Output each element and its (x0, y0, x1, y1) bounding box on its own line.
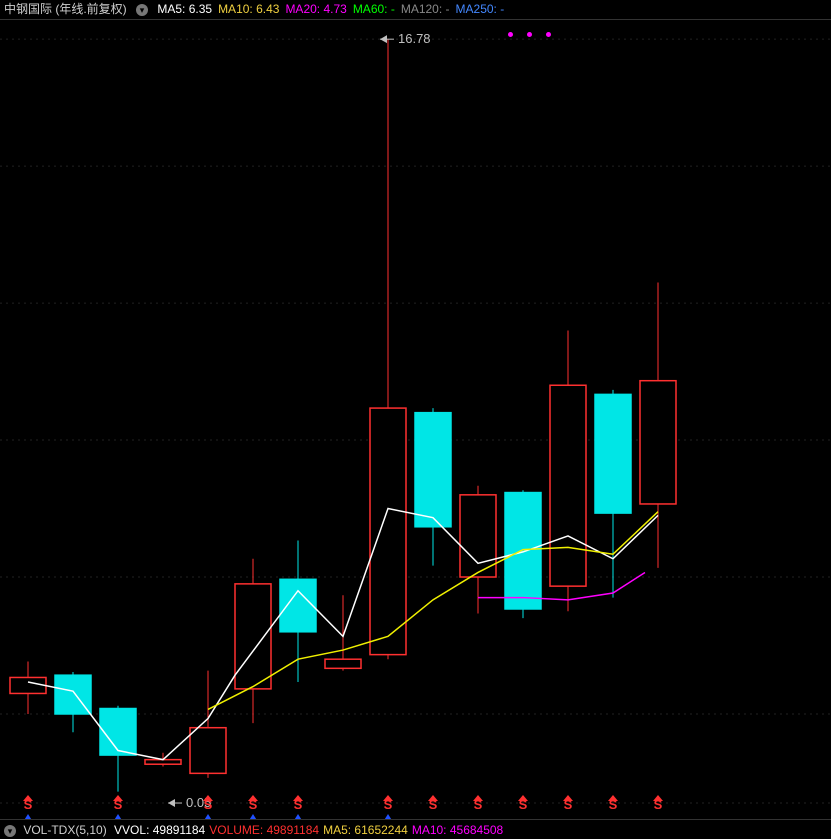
marker-s: S (294, 797, 303, 812)
chart-header: 中钢国际 (年线.前复权) ▾ MA5: 6.35 MA10: 6.43 MA20:… (0, 0, 831, 20)
volume-indicator: VVOL: 49891184 (114, 823, 205, 837)
marker-s: S (249, 797, 258, 812)
candlestick-chart[interactable]: 16.780.05SSSSSSSSSSSS (0, 20, 831, 819)
candle-body[interactable] (280, 579, 316, 632)
candle-body[interactable] (550, 385, 586, 586)
chevron-down-icon[interactable]: ▾ (4, 825, 16, 837)
chevron-down-icon[interactable]: ▾ (136, 4, 148, 16)
ma-indicator: MA5: 6.35 (157, 2, 212, 16)
stock-title[interactable]: 中钢国际 (年线.前复权) (4, 2, 127, 16)
candle-body[interactable] (640, 381, 676, 504)
ma-indicator: MA250: - (456, 2, 505, 16)
stock-chart-root: 中钢国际 (年线.前复权) ▾ MA5: 6.35 MA10: 6.43 MA20:… (0, 0, 831, 839)
ma-indicator: MA20: 4.73 (285, 2, 346, 16)
candle-body[interactable] (235, 584, 271, 689)
candle-body[interactable] (100, 709, 136, 756)
marker-s: S (204, 797, 213, 812)
candle-body[interactable] (460, 495, 496, 577)
arrow-left-icon (168, 799, 175, 807)
arrow-left-icon (380, 35, 387, 43)
ma-indicator: MA10: 6.43 (218, 2, 279, 16)
candle-body[interactable] (190, 728, 226, 774)
marker-s: S (564, 797, 573, 812)
marker-s: S (519, 797, 528, 812)
volume-indicator: MA5: 61652244 (323, 823, 408, 837)
marker-s: S (429, 797, 438, 812)
vol-indicator-name: VOL-TDX(5,10) (23, 823, 106, 837)
candle-body[interactable] (595, 394, 631, 513)
candle-body[interactable] (505, 493, 541, 609)
marker-s: S (114, 797, 123, 812)
ma-indicator: MA60: - (353, 2, 395, 16)
marker-s: S (24, 797, 33, 812)
marker-s: S (609, 797, 618, 812)
ma-indicator: MA120: - (401, 2, 450, 16)
candle-body[interactable] (415, 413, 451, 527)
marker-s: S (654, 797, 663, 812)
volume-indicator: MA10: 45684508 (412, 823, 503, 837)
volume-footer: ▾ VOL-TDX(5,10) VVOL: 49891184 VOLUME: 49… (0, 819, 831, 839)
volume-indicator: VOLUME: 49891184 (209, 823, 319, 837)
candle-body[interactable] (325, 659, 361, 668)
candle-body[interactable] (10, 677, 46, 693)
marker-s: S (474, 797, 483, 812)
candle-body[interactable] (370, 408, 406, 655)
price-annotation: 16.78 (398, 31, 431, 46)
marker-s: S (384, 797, 393, 812)
